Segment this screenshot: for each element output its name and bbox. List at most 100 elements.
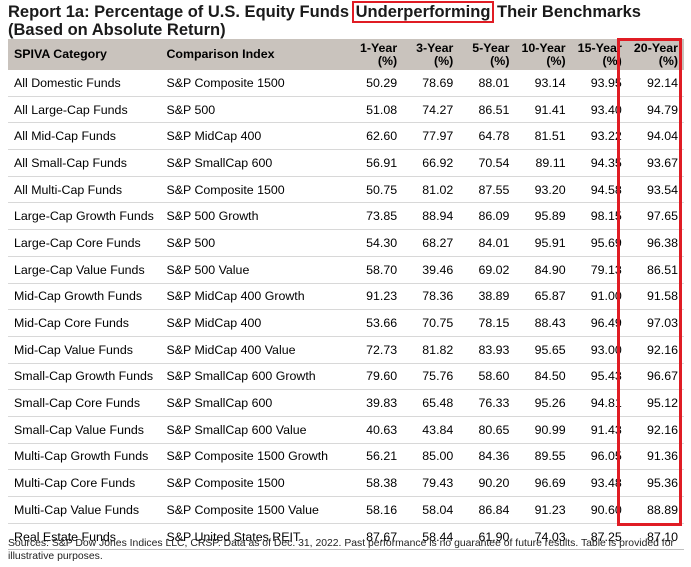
cell-3-year: 66.92	[403, 149, 460, 177]
sources-footnote: Sources: S&P Dow Jones Indices LLC, CRSP…	[8, 538, 674, 562]
cell-5-year: 69.02	[459, 256, 516, 284]
cell-1-year: 58.38	[346, 469, 404, 497]
cell-index: S&P SmallCap 600 Value	[160, 416, 347, 444]
cell-category: Mid-Cap Core Funds	[8, 309, 161, 337]
cell-1-year: 73.85	[346, 202, 404, 231]
cell-1-year: 40.63	[346, 416, 404, 444]
cell-category: Multi-Cap Growth Funds	[8, 443, 161, 471]
underperforming-highlight: Underperforming	[351, 1, 495, 23]
cell-3-year: 58.44	[403, 523, 460, 551]
table-row: Large-Cap Core Funds S&P 500 54.30 68.27 84.…	[8, 229, 684, 257]
header-comparison-index: Comparison Index	[160, 39, 347, 70]
cell-10-year: 90.99	[515, 416, 572, 444]
cell-index: S&P SmallCap 600	[160, 149, 347, 177]
cell-category: All Large-Cap Funds	[8, 96, 161, 124]
cell-20-year: 95.36	[627, 469, 684, 497]
cell-category: Mid-Cap Value Funds	[8, 336, 161, 364]
table-row: All Small-Cap Funds S&P SmallCap 600 56.91…	[8, 149, 684, 177]
table-row: Small-Cap Growth Funds S&P SmallCap 600 G…	[8, 363, 684, 391]
cell-10-year: 95.91	[515, 229, 572, 257]
cell-10-year: 91.23	[515, 496, 572, 524]
cell-3-year: 39.46	[403, 256, 460, 284]
cell-category: Real Estate Funds	[8, 523, 161, 551]
cell-1-year: 91.23	[346, 283, 404, 311]
cell-10-year: 95.65	[515, 336, 572, 364]
cell-5-year: 86.51	[459, 96, 516, 124]
table-row: Mid-Cap Growth Funds S&P MidCap 400 Growt…	[8, 283, 684, 311]
cell-index: S&P 500 Value	[160, 256, 347, 284]
cell-5-year: 80.65	[459, 416, 516, 444]
cell-3-year: 68.27	[403, 229, 460, 257]
table-row: Multi-Cap Core Funds S&P Composite 1500 58…	[8, 469, 684, 497]
cell-5-year: 70.54	[459, 149, 516, 177]
cell-10-year: 88.43	[515, 309, 572, 337]
header-3-year: 3-Year (%)	[403, 39, 460, 70]
cell-index: S&P SmallCap 600	[160, 389, 347, 417]
cell-category: All Domestic Funds	[8, 70, 161, 97]
cell-10-year: 95.89	[515, 202, 572, 231]
cell-3-year: 70.75	[403, 309, 460, 337]
cell-5-year: 86.84	[459, 496, 516, 524]
cell-10-year: 81.51	[515, 122, 572, 151]
cell-1-year: 62.60	[346, 122, 404, 151]
cell-index: S&P 500	[160, 96, 347, 124]
table-row: Large-Cap Value Funds S&P 500 Value 58.70 3…	[8, 256, 684, 284]
cell-20-year: 87.10	[627, 523, 684, 551]
cell-5-year: 83.93	[459, 336, 516, 364]
cell-10-year: 96.69	[515, 469, 572, 497]
cell-index: S&P SmallCap 600 Growth	[160, 363, 347, 391]
cell-3-year: 75.76	[403, 363, 460, 391]
cell-20-year: 91.36	[627, 443, 684, 471]
cell-category: Multi-Cap Core Funds	[8, 469, 161, 497]
cell-10-year: 93.14	[515, 70, 572, 97]
title-lead: Report 1a: Percentage of U.S. Equity Fun…	[8, 3, 354, 21]
cell-1-year: 87.67	[346, 523, 404, 551]
cell-3-year: 65.48	[403, 389, 460, 417]
cell-category: Small-Cap Core Funds	[8, 389, 161, 417]
header-10-year: 10-Year (%)	[515, 39, 572, 70]
cell-20-year: 94.04	[627, 122, 684, 151]
cell-1-year: 50.29	[346, 70, 404, 97]
table-row: Large-Cap Growth Funds S&P 500 Growth 73.8…	[8, 202, 684, 231]
cell-10-year: 91.41	[515, 96, 572, 124]
cell-5-year: 76.33	[459, 389, 516, 417]
cell-5-year: 38.89	[459, 283, 516, 311]
cell-category: Mid-Cap Growth Funds	[8, 283, 161, 311]
cell-category: All Mid-Cap Funds	[8, 122, 161, 151]
table-row: Mid-Cap Core Funds S&P MidCap 400 53.66 70.…	[8, 309, 684, 337]
cell-category: All Multi-Cap Funds	[8, 176, 161, 204]
cell-category: Large-Cap Value Funds	[8, 256, 161, 284]
cell-category: Small-Cap Growth Funds	[8, 363, 161, 391]
cell-5-year: 58.60	[459, 363, 516, 391]
cell-category: Small-Cap Value Funds	[8, 416, 161, 444]
cell-5-year: 90.20	[459, 469, 516, 497]
cell-20-year: 93.54	[627, 176, 684, 204]
cell-index: S&P MidCap 400	[160, 122, 347, 151]
cell-3-year: 58.04	[403, 496, 460, 524]
cell-index: S&P 500 Growth	[160, 202, 347, 231]
table-header-row: SPIVA Category Comparison Index 1-Year (%…	[8, 39, 684, 70]
cell-20-year: 95.12	[627, 389, 684, 417]
cell-index: S&P Composite 1500	[160, 176, 347, 204]
cell-3-year: 79.43	[403, 469, 460, 497]
cell-15-year: 87.25	[571, 523, 628, 551]
cell-category: Large-Cap Growth Funds	[8, 202, 161, 231]
report-title: Report 1a: Percentage of U.S. Equity Fun…	[8, 1, 688, 39]
cell-1-year: 58.16	[346, 496, 404, 524]
cell-5-year: 61.90	[459, 523, 516, 551]
cell-20-year: 94.79	[627, 96, 684, 124]
table-row: Small-Cap Value Funds S&P SmallCap 600 Va…	[8, 416, 684, 444]
header-1-year: 1-Year (%)	[346, 39, 404, 70]
cell-5-year: 84.36	[459, 443, 516, 471]
cell-1-year: 56.91	[346, 149, 404, 177]
cell-index: S&P Composite 1500 Growth	[160, 443, 347, 471]
cell-5-year: 87.55	[459, 176, 516, 204]
cell-10-year: 89.11	[515, 149, 572, 177]
cell-20-year: 97.03	[627, 309, 684, 337]
cell-index: S&P MidCap 400	[160, 309, 347, 337]
table-row: All Large-Cap Funds S&P 500 51.08 74.27 86.5…	[8, 96, 684, 124]
cell-1-year: 58.70	[346, 256, 404, 284]
cell-3-year: 78.36	[403, 283, 460, 311]
cell-10-year: 84.50	[515, 363, 572, 391]
table-row: Multi-Cap Value Funds S&P Composite 1500 …	[8, 496, 684, 524]
